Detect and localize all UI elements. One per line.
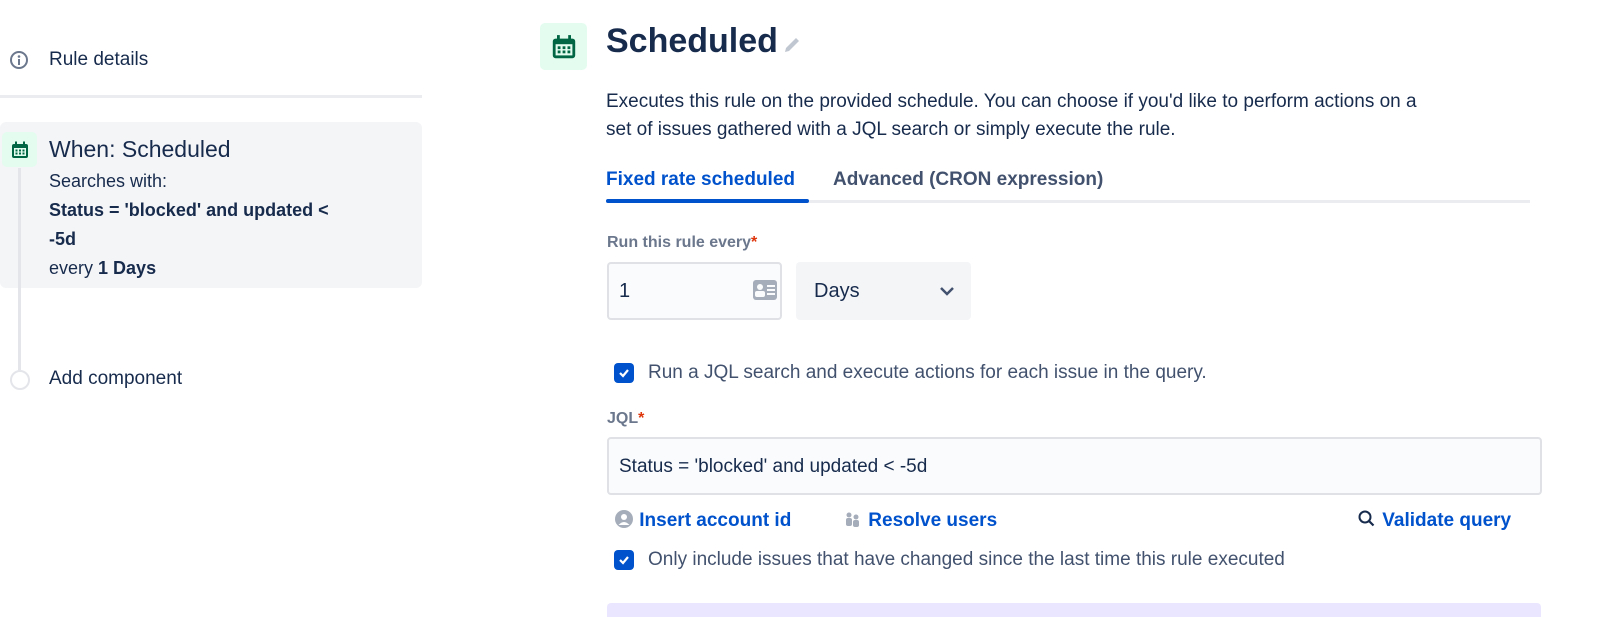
divider: [0, 95, 422, 98]
validate-query-link[interactable]: Validate query: [1357, 509, 1511, 532]
changed-checkbox[interactable]: [614, 550, 634, 570]
run-every-label: Run this rule every*: [607, 234, 757, 252]
unit-selected-value: Days: [814, 280, 860, 302]
resolve-users-label: Resolve users: [868, 510, 998, 531]
every-prefix: every: [49, 258, 94, 278]
checkmark-icon: [619, 556, 629, 565]
contact-card-icon: [753, 280, 777, 300]
user-avatar-icon: [615, 510, 633, 528]
resolve-users-link[interactable]: Resolve users: [843, 509, 997, 532]
validate-query-label: Validate query: [1382, 510, 1512, 531]
jql-label: JQL*: [607, 410, 644, 428]
active-tab-indicator: [606, 199, 809, 203]
trigger-searches-with: Searches with:: [49, 171, 168, 191]
flow-connector-line: [18, 168, 21, 370]
jql-value: Status = 'blocked' and updated < -5d: [619, 456, 928, 477]
jql-input[interactable]: Status = 'blocked' and updated < -5d: [607, 437, 1542, 495]
info-panel-edge: [607, 603, 1541, 617]
unit-select[interactable]: Days: [796, 262, 971, 320]
jql-checkbox-label: Run a JQL search and execute actions for…: [648, 362, 1207, 383]
add-component-button[interactable]: Add component: [49, 368, 183, 389]
trigger-query-line2: -5d: [49, 229, 76, 249]
add-component-node-icon: [10, 370, 30, 390]
sidebar-item-rule-details[interactable]: Rule details: [0, 45, 422, 77]
info-icon: [10, 51, 28, 69]
description: Executes this rule on the provided sched…: [606, 88, 1546, 144]
trigger-title: When: Scheduled: [49, 136, 231, 162]
changed-checkbox-label: Only include issues that have changed si…: [648, 549, 1285, 570]
header-icon-box: [540, 23, 587, 70]
trigger-frequency: every 1 Days: [49, 258, 156, 279]
calendar-icon: [11, 141, 28, 158]
trigger-icon-box: [2, 132, 37, 167]
trigger-query-line1: Status = 'blocked' and updated <: [49, 200, 329, 220]
run-every-input[interactable]: 1: [607, 262, 782, 320]
rule-details-label: Rule details: [49, 49, 149, 70]
required-mark: *: [751, 234, 758, 251]
run-every-label-text: Run this rule every: [607, 234, 752, 251]
run-every-value: 1: [619, 280, 631, 302]
trigger-card-when-scheduled[interactable]: [0, 122, 422, 288]
insert-account-id-label: Insert account id: [639, 510, 792, 531]
edit-pencil-icon[interactable]: [782, 35, 802, 55]
people-icon: [846, 512, 859, 527]
page-title: Scheduled: [606, 22, 778, 60]
tab-fixed-rate[interactable]: Fixed rate scheduled: [606, 169, 796, 190]
calendar-icon: [552, 34, 575, 58]
chevron-down-icon: [940, 287, 954, 296]
jql-label-text: JQL: [607, 410, 639, 427]
tab-advanced-cron[interactable]: Advanced (CRON expression): [833, 169, 1104, 190]
search-icon: [1358, 510, 1375, 527]
insert-account-id-link[interactable]: Insert account id: [614, 509, 791, 532]
description-line: set of issues gathered with a JQL search…: [606, 119, 1176, 140]
required-mark: *: [638, 410, 645, 427]
tab-bar-line: [606, 200, 1530, 203]
description-line: Executes this rule on the provided sched…: [606, 91, 1417, 112]
every-value: 1 Days: [98, 258, 157, 278]
checkmark-icon: [619, 369, 629, 378]
jql-checkbox[interactable]: [614, 363, 634, 383]
